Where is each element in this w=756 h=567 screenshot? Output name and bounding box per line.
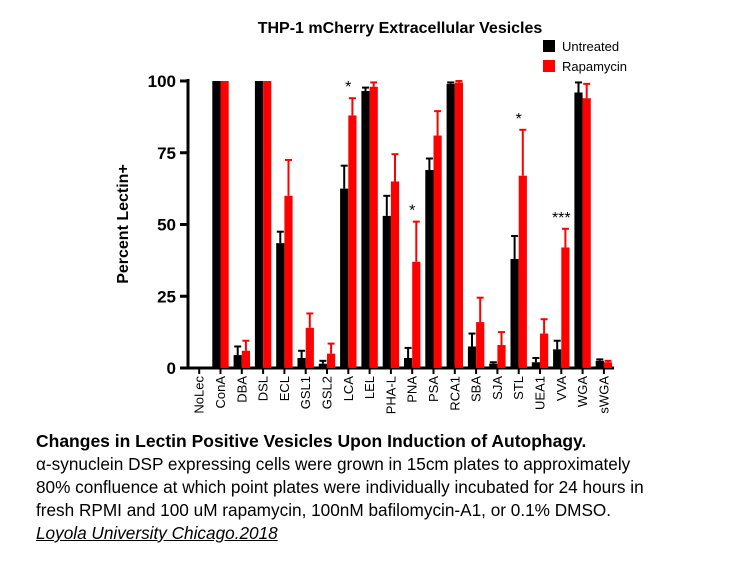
bar-untreated-lca: [340, 188, 349, 368]
significance-marker: *: [345, 79, 351, 96]
x-tick-labels: NoLec ConA DBA DSL ECL GSL1 GSL2 LCA LEL PHA-L PNA…: [192, 376, 612, 415]
bar-rapamycin-sja: [497, 345, 506, 368]
y-tick-label: 100: [148, 72, 176, 91]
x-tick-label: PHA-L: [383, 376, 398, 414]
y-tick-label: 0: [167, 359, 176, 378]
significance-marker: *: [516, 111, 522, 128]
y-tick-label: 50: [157, 216, 176, 235]
significance-marker: ***: [552, 210, 571, 227]
significance-marker: *: [409, 203, 415, 220]
x-tick-label: PNA: [405, 376, 420, 403]
x-tick-label: PSA: [426, 376, 441, 402]
bar-rapamycin-pha-l: [390, 181, 400, 368]
error-bars-group: [234, 80, 612, 364]
bar-rapamycin-stl: [518, 175, 527, 368]
bar-untreated-sja: [489, 363, 498, 368]
bar-rapamycin-gsl2: [327, 353, 336, 368]
bar-rapamycin-lca: [348, 115, 357, 368]
bar-untreated-vva: [553, 349, 562, 368]
bar-untreated-rca1: [446, 83, 455, 369]
bar-rapamycin-gsl1: [305, 327, 314, 368]
bar-rapamycin-lel: [369, 86, 378, 369]
bar-untreated-stl: [510, 258, 519, 368]
x-tick-label: VVA: [554, 376, 569, 401]
bar-untreated-pna: [404, 357, 413, 368]
bar-untreated-gsl2: [318, 363, 327, 368]
bar-rapamycin-psa: [433, 135, 442, 368]
x-tick-label: ECL: [277, 376, 292, 401]
y-axis-label: Percent Lectin+: [115, 164, 132, 284]
bar-untreated-gsl1: [297, 357, 306, 368]
legend: Untreated Rapamycin: [543, 39, 627, 74]
bar-rapamycin-dsl: [263, 81, 272, 368]
bar-untreated-wga: [574, 92, 583, 368]
bar-rapamycin-uea1: [540, 333, 549, 368]
x-tick-label: RCA1: [447, 376, 462, 411]
bar-rapamycin-swga: [603, 362, 613, 368]
x-tick-label: SBA: [469, 376, 484, 402]
x-tick-label: ConA: [213, 376, 228, 409]
legend-swatch-rapamycin: [543, 60, 555, 72]
x-tick-label: GSL1: [298, 376, 313, 409]
bar-rapamycin-dba: [241, 350, 250, 368]
bar-untreated-pha-l: [382, 215, 391, 368]
bar-chart: THP-1 mCherry Extracellular Vesicles Per…: [115, 20, 627, 415]
y-tick-label: 75: [157, 144, 176, 163]
bar-rapamycin-rca1: [454, 82, 463, 368]
bar-untreated-cona: [212, 81, 221, 368]
x-tick-label: GSL2: [320, 376, 335, 409]
x-tick-label: NoLec: [192, 376, 207, 414]
legend-label: Rapamycin: [562, 59, 627, 74]
bar-rapamycin-wga: [582, 98, 591, 368]
bar-untreated-sba: [467, 346, 477, 368]
figure-caption: Changes in Lectin Positive Vesicles Upon…: [36, 430, 752, 545]
bar-rapamycin-vva: [561, 247, 570, 368]
x-tick-label: DSL: [256, 376, 271, 401]
bar-untreated-ecl: [276, 243, 285, 368]
bars-group: [212, 81, 613, 369]
x-tick-label: LEL: [362, 376, 377, 399]
bar-rapamycin-pna: [412, 261, 421, 368]
bar-rapamycin-sba: [476, 322, 485, 368]
bar-untreated-dba: [233, 355, 242, 368]
y-tick-labels: 0 25 50 75 100: [148, 72, 176, 378]
caption-line-1: α-synuclein DSP expressing cells were gr…: [36, 454, 631, 474]
x-tick-label: STL: [511, 376, 526, 400]
significance-annotations: ******: [345, 79, 570, 227]
x-tick-label: SJA: [490, 376, 505, 400]
caption-title: Changes in Lectin Positive Vesicles Upon…: [36, 431, 587, 451]
x-tick-label: LCA: [341, 376, 356, 402]
x-tick-label: DBA: [234, 376, 249, 403]
bar-untreated-dsl: [254, 81, 264, 368]
bar-rapamycin-cona: [220, 81, 229, 368]
bar-untreated-psa: [425, 169, 434, 368]
bar-untreated-swga: [595, 360, 604, 368]
caption-source-link[interactable]: Loyola University Chicago.2018: [36, 523, 278, 543]
bar-untreated-uea1: [531, 362, 540, 368]
x-tick-label: sWGA: [596, 376, 611, 414]
bar-rapamycin-ecl: [284, 195, 293, 368]
y-tick-label: 25: [157, 287, 176, 306]
chart-title: THP-1 mCherry Extracellular Vesicles: [258, 20, 543, 37]
bar-untreated-lel: [361, 91, 370, 369]
caption-line-3: fresh RPMI and 100 uM rapamycin, 100nM b…: [36, 500, 612, 520]
legend-label: Untreated: [562, 39, 619, 54]
caption-line-2: 80% confluence at which point plates wer…: [36, 477, 644, 497]
x-tick-label: WGA: [575, 376, 590, 407]
x-tick-label: UEA1: [533, 376, 548, 410]
legend-swatch-untreated: [543, 40, 555, 52]
